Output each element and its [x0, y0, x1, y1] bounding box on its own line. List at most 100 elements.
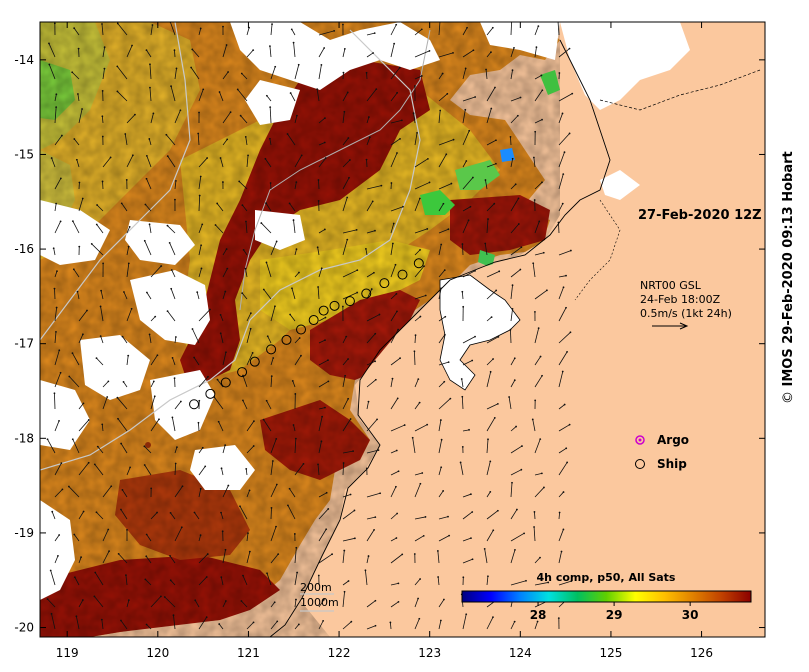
current-vector-head — [95, 357, 98, 360]
land-cloud-e — [600, 170, 640, 200]
current-vector — [438, 334, 446, 344]
current-vector — [438, 361, 449, 366]
current-vector — [96, 511, 104, 520]
current-vector-head — [207, 375, 209, 378]
current-vector — [198, 157, 208, 168]
current-vector — [291, 288, 296, 300]
current-vector — [68, 376, 80, 388]
current-vector-head — [437, 576, 440, 578]
current-vector-head — [117, 417, 119, 420]
current-vector-head — [468, 129, 471, 132]
current-vector-head — [294, 393, 297, 395]
ship-position-marker — [266, 344, 277, 355]
current-vector-head — [265, 261, 268, 264]
current-vector-head — [534, 310, 536, 313]
current-vector-head — [264, 157, 267, 160]
current-vector-head — [424, 516, 427, 518]
current-vector-head — [397, 328, 400, 331]
current-vector — [294, 463, 304, 476]
current-vector-head — [166, 310, 169, 313]
current-vector-head — [214, 224, 217, 226]
current-vector-head — [419, 482, 422, 485]
current-vector — [462, 511, 473, 520]
current-vector-head — [174, 462, 177, 465]
current-vector — [438, 203, 444, 212]
current-vector — [366, 555, 369, 564]
current-vector-head — [344, 374, 347, 377]
current-vector-head — [50, 157, 53, 159]
ship-position-marker — [308, 315, 319, 326]
current-vector — [366, 32, 375, 36]
current-vector — [438, 419, 442, 432]
current-vector — [101, 116, 104, 124]
current-vector-head — [374, 624, 377, 627]
current-vector — [102, 550, 110, 564]
current-vector — [318, 229, 326, 234]
current-vector — [534, 356, 541, 366]
land-cloud-ne — [560, 22, 690, 110]
current-vector — [100, 306, 104, 322]
current-vector — [261, 222, 272, 234]
current-vector — [198, 28, 202, 36]
current-vector — [215, 224, 224, 234]
current-vector — [437, 550, 440, 564]
current-vector-head — [53, 392, 56, 395]
current-vector-head — [239, 505, 241, 508]
current-vector — [414, 578, 421, 586]
current-vector-head — [103, 67, 106, 70]
current-vector-head — [517, 197, 520, 200]
current-vector — [390, 24, 397, 36]
current-vector — [558, 529, 564, 542]
current-vector-head — [495, 139, 497, 142]
current-vector-head — [242, 374, 244, 377]
current-vector-head — [143, 239, 146, 242]
current-vector — [342, 591, 345, 608]
current-vector — [125, 575, 128, 586]
current-vector-head — [101, 23, 103, 25]
current-vector-head — [220, 467, 223, 470]
current-vector-head — [275, 483, 278, 486]
current-vector-head — [262, 418, 265, 421]
ship-position-marker — [318, 305, 329, 316]
current-vector — [265, 158, 272, 168]
current-vector-head — [565, 274, 567, 277]
current-vector-head — [397, 470, 400, 473]
current-vector — [510, 426, 517, 432]
current-vector-head — [198, 194, 201, 197]
current-vector-head — [349, 418, 352, 420]
current-time-label: 24-Feb 18:00Z — [640, 293, 721, 306]
current-vector-head — [490, 107, 493, 110]
current-vector — [318, 317, 326, 322]
ship-position-marker — [189, 399, 200, 410]
current-vector-head — [496, 402, 499, 405]
current-vector-head — [53, 22, 56, 25]
current-vector — [126, 308, 132, 322]
current-vector — [510, 269, 521, 278]
current-vector-head — [238, 180, 241, 183]
current-vector-head — [288, 202, 291, 205]
current-vector — [390, 513, 398, 520]
current-vector-head — [557, 221, 560, 224]
current-vector — [366, 625, 376, 630]
current-vector-head — [169, 579, 172, 582]
current-vector — [533, 526, 536, 542]
current-vector-head — [471, 359, 474, 362]
current-vector-head — [219, 157, 222, 159]
current-vector-head — [73, 138, 76, 140]
current-vector-head — [99, 305, 102, 308]
colorbar-ticks: 28 29 30 — [530, 602, 699, 622]
current-vector-head — [68, 375, 71, 378]
ship-position-marker — [296, 324, 306, 335]
current-vector — [462, 429, 470, 432]
current-vector-head — [298, 271, 300, 274]
current-vector — [294, 624, 300, 630]
current-vector-head — [152, 112, 155, 115]
current-vector — [270, 24, 273, 36]
current-vector — [246, 420, 255, 432]
current-vector — [243, 249, 248, 256]
current-vector — [96, 357, 104, 366]
current-vector-head — [469, 205, 472, 208]
current-vector-head — [367, 555, 370, 557]
current-vector — [510, 115, 519, 124]
current-vector-head — [346, 196, 349, 199]
